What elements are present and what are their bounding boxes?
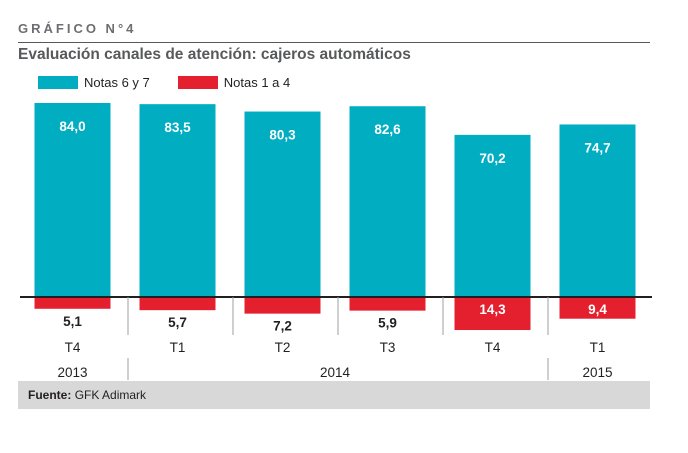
data-label-negative-3: 5,9 bbox=[378, 316, 397, 331]
data-label-negative-5: 9,4 bbox=[588, 302, 607, 317]
legend-item-positive: Notas 6 y 7 bbox=[38, 75, 150, 90]
bar-positive-3 bbox=[349, 106, 426, 297]
year-label-2: 2015 bbox=[582, 365, 612, 380]
legend-swatch-positive bbox=[38, 76, 78, 89]
bar-positive-2 bbox=[244, 111, 321, 298]
data-label-positive-5: 74,7 bbox=[584, 140, 610, 155]
year-label-0: 2013 bbox=[57, 365, 87, 380]
data-label-positive-0: 84,0 bbox=[59, 119, 85, 134]
data-label-negative-4: 14,3 bbox=[479, 302, 506, 317]
data-label-positive-1: 83,5 bbox=[164, 120, 191, 135]
bar-positive-1 bbox=[139, 104, 216, 298]
bar-negative-0 bbox=[34, 297, 111, 309]
bar-negative-3 bbox=[349, 297, 426, 311]
data-label-negative-1: 5,7 bbox=[168, 315, 187, 330]
year-label-1: 2014 bbox=[320, 365, 351, 380]
bar-positive-4 bbox=[454, 134, 531, 297]
data-label-positive-2: 80,3 bbox=[269, 128, 296, 143]
x-tick-label-3: T3 bbox=[380, 340, 396, 355]
legend: Notas 6 y 7 Notas 1 a 4 bbox=[38, 75, 290, 90]
bar-negative-4 bbox=[454, 297, 531, 331]
bar-positive-5 bbox=[559, 124, 636, 297]
bar-negative-1 bbox=[139, 297, 216, 311]
data-label-positive-4: 70,2 bbox=[479, 151, 505, 166]
legend-item-negative: Notas 1 a 4 bbox=[177, 75, 291, 90]
bar-negative-2 bbox=[244, 297, 321, 314]
source-value: GFK Adimark bbox=[74, 388, 147, 402]
x-tick-label-2: T2 bbox=[275, 340, 291, 355]
x-tick-label-5: T1 bbox=[590, 340, 606, 355]
legend-label-negative: Notas 1 a 4 bbox=[223, 75, 291, 90]
figure-label: GRÁFICO N°4 bbox=[18, 21, 137, 36]
data-label-positive-3: 82,6 bbox=[374, 122, 401, 137]
data-label-negative-0: 5,1 bbox=[63, 314, 82, 329]
bar-negative-5 bbox=[559, 297, 636, 319]
source-footer: Fuente: GFK Adimark bbox=[18, 381, 650, 409]
title-rule bbox=[18, 42, 650, 43]
x-tick-label-1: T1 bbox=[170, 340, 186, 355]
chart-title: Evaluación canales de atención: cajeros … bbox=[18, 46, 411, 63]
bar-positive-0 bbox=[34, 103, 111, 297]
x-tick-label-0: T4 bbox=[65, 340, 81, 355]
x-tick-label-4: T4 bbox=[485, 340, 501, 355]
data-label-negative-2: 7,2 bbox=[273, 319, 292, 334]
legend-swatch-negative bbox=[177, 76, 218, 89]
source-label: Fuente: bbox=[28, 388, 72, 402]
legend-label-positive: Notas 6 y 7 bbox=[84, 75, 150, 90]
